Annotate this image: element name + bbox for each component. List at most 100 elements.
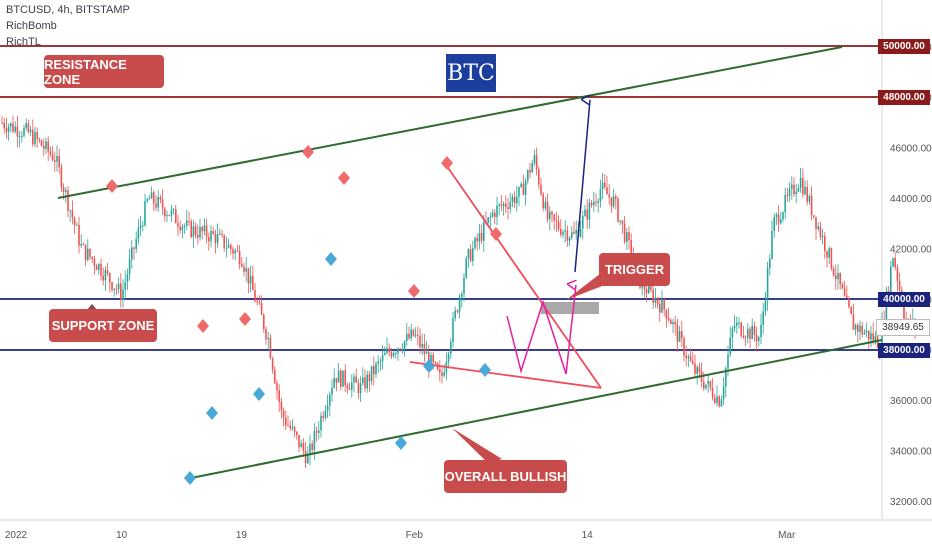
candle-body [324,410,327,418]
candle-body [590,202,593,206]
candle-body [232,249,234,254]
overall-bullish-label: OVERALL BULLISH [444,460,567,493]
candle-body [617,198,619,222]
candle-body [452,318,454,342]
candle-body [78,224,80,246]
candle-body [821,235,824,238]
candle-body [780,219,782,224]
candle-body [903,305,905,319]
candle-body [696,367,698,374]
candle-body [353,376,355,383]
candle-body [549,211,551,220]
candle-body [300,443,302,448]
candle-body [810,195,813,216]
candle-body [403,341,406,350]
candle-body [289,425,291,429]
candle-body [91,256,93,260]
candle-body [307,454,309,464]
candle-body [375,363,377,375]
candle-body [630,239,632,259]
candle-body [777,214,780,224]
candle-body [665,309,668,319]
candle-body [835,275,837,280]
candle-body [716,396,718,403]
candle-body [122,289,124,301]
candle-body [120,283,122,301]
candle-body [243,266,245,272]
candle-body [221,233,223,235]
candle-body [14,126,16,132]
candle-body [560,228,562,235]
price-label-40000: 40000.00 [878,292,930,307]
low-pivot-marker [184,471,196,485]
candle-body [579,228,582,237]
candle-body [575,229,577,234]
candle-body [49,151,52,155]
candle-body [67,190,69,211]
candle-body [205,225,208,237]
candle-body [843,288,846,296]
candle-body [379,361,382,363]
candle-body [89,248,91,257]
candle-body [527,170,529,181]
candle-body [725,368,727,387]
y-tick-label: 46000.00 [890,144,932,155]
candle-body [386,348,388,354]
candle-body [817,226,819,229]
candle-body [852,314,855,330]
candle-body [282,410,285,418]
candle-body [766,268,769,301]
support-zone-label: SUPPORT ZONE [49,309,157,342]
candle-body [718,396,720,407]
candle-body [727,354,729,369]
candle-body [758,337,760,342]
candle-body [898,280,901,291]
candle-body [337,370,340,383]
candle-body [586,209,588,220]
candle-body [357,382,360,394]
x-tick-label: 14 [582,530,594,541]
candle-body [828,248,830,258]
candle-body [786,195,789,197]
candle-body [128,259,131,275]
candle-body [824,235,826,252]
candle-body [439,369,441,373]
candle-body [7,126,10,132]
candle-body [850,306,852,315]
candle-body [181,226,184,231]
candle-body [414,334,417,336]
candle-body [417,334,419,336]
candle-body [496,205,498,218]
candle-body [806,186,808,202]
candle-body [263,314,265,330]
candle-body [615,196,617,199]
candle-body [45,141,47,149]
candle-body [199,227,201,238]
candle-body [876,336,879,348]
candle-body [214,233,217,244]
candle-body [808,195,811,202]
candle-body [27,123,30,132]
candle-body [472,248,474,262]
candle-body [784,195,786,213]
candle-body [474,238,476,249]
candle-body [863,332,866,335]
candle-body [408,333,410,339]
candle-body [245,268,247,272]
candle-body [830,248,833,269]
high-pivot-marker [441,156,453,170]
candle-body [40,140,43,147]
candle-body [106,270,109,274]
candle-body [663,299,665,310]
candle-body [487,217,489,223]
candle-body [672,322,674,325]
high-pivot-marker [197,319,209,333]
candle-body [388,348,390,353]
low-pivot-marker [325,252,337,266]
candle-body [362,377,364,384]
candle-body [194,226,197,235]
candle-body [331,387,333,395]
candle-body [318,430,320,433]
candle-body [329,394,331,406]
candle-body [551,211,553,215]
